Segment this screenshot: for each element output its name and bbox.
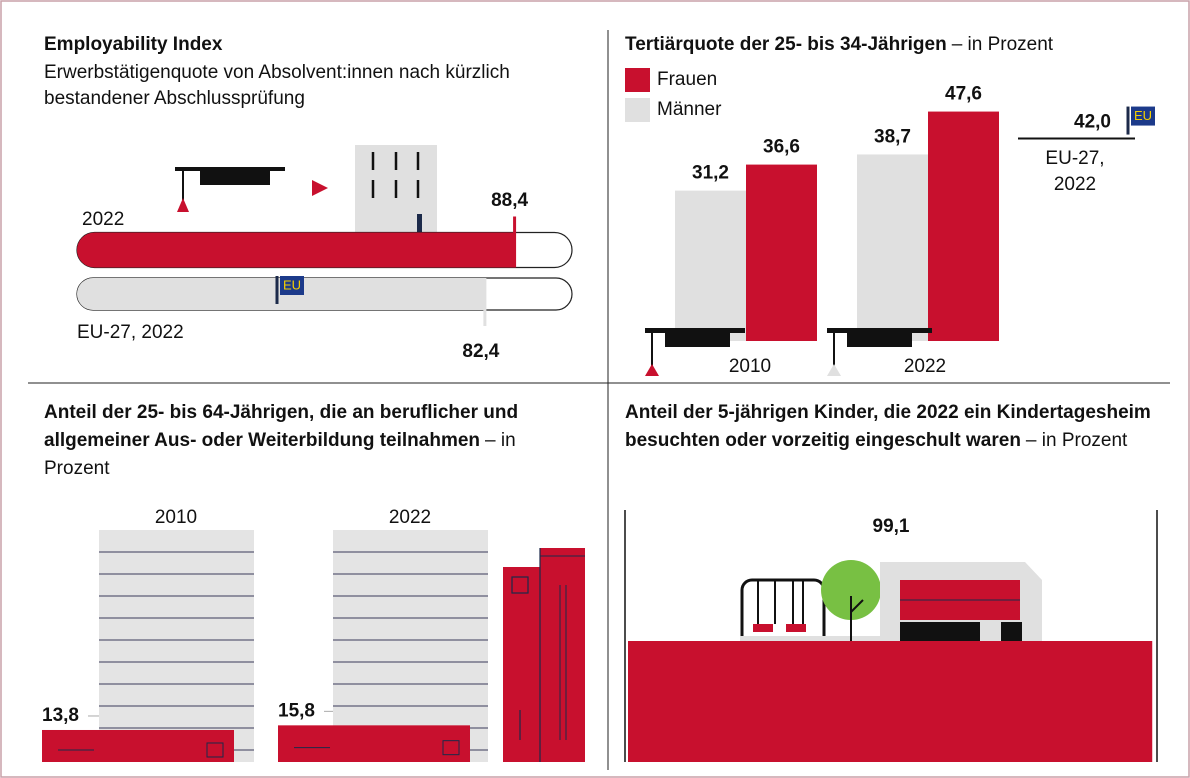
bar xyxy=(278,725,470,762)
category-label: 2010 xyxy=(155,507,197,528)
value-label: 38,7 xyxy=(874,126,911,147)
value-label: 15,8 xyxy=(278,700,315,721)
bar xyxy=(628,641,1152,762)
legend-swatch xyxy=(625,98,650,122)
kindergarten-icon xyxy=(740,560,1042,645)
title: Tertiärquote der 25- bis 34-Jährigen– in… xyxy=(625,31,1165,58)
value-label: 99,1 xyxy=(873,516,910,537)
category-label: 2010 xyxy=(729,356,771,377)
value-label: 47,6 xyxy=(945,84,982,105)
bar xyxy=(77,233,515,268)
title: Employability Index xyxy=(44,31,222,58)
books-icon xyxy=(503,548,585,762)
title: Anteil der 25- bis 64-Jährigen, die an b… xyxy=(44,399,574,483)
title-text: Anteil der 25- bis 64-Jährigen, die an b… xyxy=(44,402,518,451)
unit: – in Prozent xyxy=(952,34,1053,55)
page-stack xyxy=(99,530,254,762)
bar xyxy=(675,191,746,341)
bar xyxy=(746,165,817,341)
bar xyxy=(857,154,928,341)
building-door xyxy=(900,622,980,643)
value-label: 36,6 xyxy=(763,137,800,158)
title: Anteil der 5-jährigen Kinder, die 2022 e… xyxy=(625,399,1155,455)
legend-label: Frauen xyxy=(657,69,717,90)
bar xyxy=(42,730,234,762)
legend-label: Männer xyxy=(657,99,722,120)
infographic: 88,4 2022 82,4 EU-27, 2022 EU Frauen 36,6 47,6 M… xyxy=(0,0,1190,778)
unit: – in Prozent xyxy=(1026,430,1127,451)
office-icon xyxy=(355,145,437,235)
subtitle: Erwerbstätigenquote von Absolvent:innen … xyxy=(44,60,514,112)
bar xyxy=(928,112,999,341)
swing-ropes xyxy=(758,580,803,624)
category-label: 2022 xyxy=(904,356,946,377)
swing-seat xyxy=(786,624,806,632)
category-label: EU-27, 2022 xyxy=(77,322,184,343)
title-text: Tertiärquote der 25- bis 34-Jährigen xyxy=(625,34,947,55)
value-label: 88,4 xyxy=(491,190,528,211)
value-label: 13,8 xyxy=(42,705,79,726)
value-label: 82,4 xyxy=(462,341,499,362)
graduate-icon xyxy=(175,167,328,212)
building-door xyxy=(1001,622,1022,643)
category-label: 2022 xyxy=(82,209,124,230)
value-label: 31,2 xyxy=(692,163,729,184)
category-label: 2022 xyxy=(389,507,431,528)
page: 88,4 2022 82,4 EU-27, 2022 EU Frauen 36,6 47,6 M… xyxy=(0,0,1190,778)
reference-label: EU-27, 2022 xyxy=(1035,146,1115,198)
swing-seat xyxy=(753,624,773,632)
reference-value: 42,0 xyxy=(1074,112,1111,133)
badge-text: EU xyxy=(1134,108,1152,123)
badge-text: EU xyxy=(283,277,301,292)
legend-swatch xyxy=(625,68,650,92)
